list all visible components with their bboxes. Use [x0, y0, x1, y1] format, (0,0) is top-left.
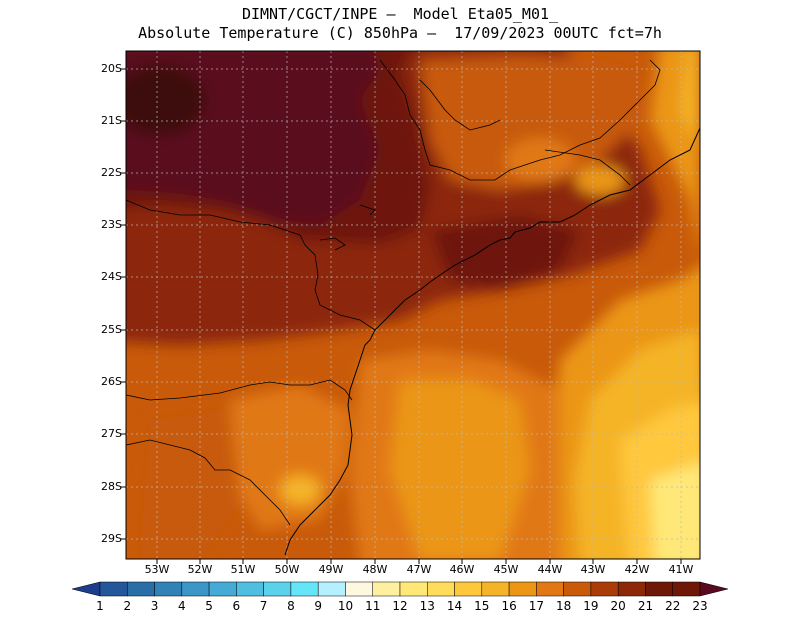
colorbar-segment: [617, 581, 646, 597]
lon-label: 43W: [580, 563, 606, 576]
colorbar-label: 13: [419, 599, 435, 613]
colorbar-segment: [563, 581, 592, 597]
colorbar-label: 1: [96, 599, 104, 613]
lon-label: 46W: [449, 563, 475, 576]
colorbar-segment: [536, 581, 564, 597]
lat-label: 27S: [101, 427, 122, 440]
coastline: [284, 127, 700, 556]
map-title-line2: Absolute Temperature (C) 850hPa – 17/09/…: [138, 24, 662, 42]
colorbar-segment: [127, 581, 155, 597]
colorbar-label: 4: [177, 599, 186, 613]
colorbar-segment: [590, 581, 619, 597]
colorbar-label: 14: [446, 599, 463, 613]
colorbar-label: 11: [365, 599, 381, 613]
colorbar-segment: [645, 581, 673, 597]
lat-label: 25S: [101, 323, 122, 336]
lat-label: 23S: [101, 218, 122, 231]
colorbar-label: 16: [501, 599, 517, 613]
colorbar-arrow-low: [71, 581, 101, 597]
colorbar-label: 18: [555, 599, 572, 613]
colorbar-segment: [181, 581, 210, 597]
colorbar-label: 5: [205, 599, 213, 613]
lat-label: 20S: [101, 62, 122, 75]
colorbar-segment: [263, 581, 292, 597]
colorbar-label: 23: [692, 599, 708, 613]
colorbar-label: 12: [392, 599, 408, 613]
axis-ticks: [121, 68, 682, 564]
colorbar-segment: [427, 581, 455, 597]
lon-label: 42W: [624, 563, 650, 576]
colorbar-label: 8: [287, 599, 295, 613]
lon-label: 53W: [144, 563, 170, 576]
colorbar-label: 10: [337, 599, 354, 613]
colorbar-segment: [290, 581, 319, 597]
colorbar-segment: [508, 581, 537, 597]
map-frame: [125, 50, 701, 560]
lat-label: 28S: [101, 480, 122, 493]
colorbar-label: 2: [123, 599, 132, 613]
colorbar-label: 21: [637, 599, 654, 613]
lat-label: 29S: [101, 532, 122, 545]
lon-label: 49W: [318, 563, 344, 576]
lat-label: 21S: [101, 114, 122, 127]
colorbar-label: 17: [528, 599, 544, 613]
lon-label: 47W: [406, 563, 432, 576]
lon-label: 41W: [668, 563, 694, 576]
colorbar-segment: [481, 581, 510, 597]
lat-label: 24S: [101, 270, 122, 283]
colorbar-segment: [345, 581, 373, 597]
colorbar-label: 20: [610, 599, 626, 613]
colorbar: [71, 581, 729, 597]
temperature-field: [126, 51, 700, 559]
colorbar-segment: [236, 581, 264, 597]
colorbar-segment: [372, 581, 401, 597]
lon-label: 51W: [230, 563, 256, 576]
colorbar-segment: [454, 581, 483, 597]
colorbar-label: 3: [150, 599, 159, 613]
lat-label: 22S: [101, 166, 122, 179]
colorbar-arrow-high: [699, 581, 729, 597]
state-borders: [126, 59, 661, 526]
lon-label: 52W: [187, 563, 213, 576]
map-title-line1: DIMNT/CGCT/INPE – Model Eta05_M01_: [241, 5, 559, 23]
colorbar-segment: [317, 581, 346, 597]
colorbar-segment: [208, 581, 237, 597]
colorbar-label: 19: [583, 599, 599, 613]
lon-label: 48W: [362, 563, 388, 576]
lat-label: 26S: [101, 375, 122, 388]
lon-label: 44W: [537, 563, 563, 576]
colorbar-label: 15: [474, 599, 490, 613]
colorbar-label: 6: [232, 599, 241, 613]
colorbar-label: 7: [259, 599, 268, 613]
colorbar-segment: [399, 581, 428, 597]
colorbar-segment: [672, 581, 701, 597]
colorbar-segment: [99, 581, 128, 597]
colorbar-label: 9: [314, 599, 322, 613]
lon-label: 45W: [493, 563, 519, 576]
lon-label: 50W: [274, 563, 300, 576]
colorbar-label: 22: [665, 599, 681, 613]
colorbar-segment: [154, 581, 183, 597]
